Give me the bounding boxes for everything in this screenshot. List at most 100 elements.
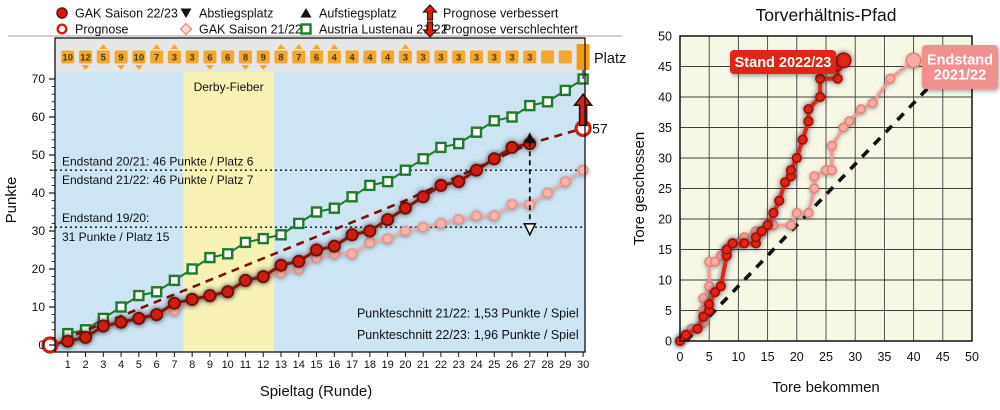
path-marker [785,220,796,231]
gak-2122-marker [506,198,518,210]
legend-item-label: Prognose verschlechtert [443,23,578,37]
gak-2122-marker [471,210,482,222]
platz-square [381,50,395,64]
gak-2223-marker [363,224,377,238]
gak-2223-marker [398,201,412,215]
platz-number: 8 [243,53,248,64]
gak-2122-marker [346,248,358,260]
path-marker [844,116,855,127]
rank-up-triangle-icon [277,44,286,49]
platz-number: 3 [190,53,195,64]
x-tick-label: 15 [761,350,775,364]
path-marker [803,116,814,127]
path-marker [780,177,791,188]
derby-band [183,72,274,352]
x-tick-label: 11 [240,359,251,371]
legend-arrow-up-icon [422,4,438,21]
gak-2122-marker [435,217,447,229]
x-tick-label: 26 [506,359,518,371]
path-marker [797,134,808,145]
x-tick-label: 8 [189,359,195,371]
path-marker [727,238,738,249]
platz-square [96,50,110,64]
x-tick-label: 1 [65,359,71,371]
lustenau-marker [435,141,447,154]
gak-2223-marker [345,228,359,242]
platz-number: 12 [80,53,91,64]
platz-number: 6 [207,53,212,64]
platz-number: 3 [527,53,532,64]
stand-2223-label-box: Stand 2022/23 [730,50,836,74]
rank-up-triangle-icon [330,44,339,49]
gak-2122-marker [417,221,429,233]
x-tick-label: 25 [819,350,833,364]
gak-2223-marker [381,213,395,227]
x-tick-label: 20 [790,350,804,364]
y-tick-label: 10 [658,274,672,288]
lustenau-marker [417,153,429,165]
gak-2223-line [49,142,531,347]
x-tick-label: 40 [907,350,921,364]
gak-2223-marker [452,175,466,189]
platz-number: 3 [438,53,443,64]
platz-square [238,50,252,64]
x-tick-label: 9 [207,359,213,371]
annotation: Punkteschnitt 22/23: 1,96 Punkte / Spiel [357,328,579,342]
platz-number: 10 [62,53,73,64]
platz-number: 4 [349,53,355,64]
x-tick-label: 29 [559,359,571,371]
chart-title: Torverhältnis-Pfad [755,5,896,25]
path-marker [768,207,779,218]
path-marker [756,226,767,237]
annotation: Endstand 20/21: 46 Punkte / Platz 6 [62,154,254,168]
points-chart-panel: Endstand 20/21: 46 Punkte / Platz 6 Endst… [3,4,626,400]
gak-2223-marker [274,258,288,272]
x-tick-label: 7 [171,359,177,371]
platz-number: 5 [101,53,107,64]
y-tick-label: 10 [32,300,46,314]
platz-number: 9 [118,53,123,64]
path-marker [838,122,849,133]
platz-square [523,50,537,64]
platz-number: 3 [403,53,408,64]
x-tick-label: 2 [82,359,88,371]
prognose-value-label: 57 [592,120,608,136]
gak-2223-marker [505,140,519,154]
legend-item: Austria Lustenau 21/22 [300,23,448,37]
platz-square [61,50,75,64]
path-marker [791,207,802,218]
prognose-dash-line [49,127,584,347]
lustenau-marker [328,202,341,214]
path-marker [815,73,826,84]
path-marker [704,299,715,310]
y-tick-label: 30 [658,152,672,166]
platz-number: 4 [385,53,391,64]
lustenau-marker [239,236,252,249]
platz-axis-label: Platz [594,51,626,67]
platz-square-empty [541,50,555,64]
path-marker [826,140,837,151]
x-tick-label: 30 [577,359,589,371]
lustenau-marker [293,217,305,230]
plot-border [54,37,586,353]
x-tick-label: 25 [488,359,500,371]
label-box-text: Endstand [927,53,993,69]
path-marker [826,165,837,176]
platz-square [256,50,270,64]
rank-down-triangle-icon [81,65,90,70]
platz-square-empty [558,50,572,64]
x-tick-label: 5 [136,359,142,371]
path-marker [698,311,709,322]
points-progress-chart: Endstand 20/21: 46 Punkte / Platz 6 Endst… [3,4,626,400]
lustenau-marker [115,301,127,313]
x-tick-label: 6 [154,359,160,371]
path-marker [680,329,691,341]
legend-item-label: GAK Saison 21/22 [199,23,302,37]
y-tick-label: 5 [665,304,672,318]
platz-square [363,50,377,64]
legend-item-label: Abstiegsplatz [199,7,273,21]
platz-number: 7 [154,53,159,64]
y-tick-label: 20 [32,262,46,276]
annotation: Endstand 21/22: 46 Punkte / Platz 7 [62,173,254,187]
